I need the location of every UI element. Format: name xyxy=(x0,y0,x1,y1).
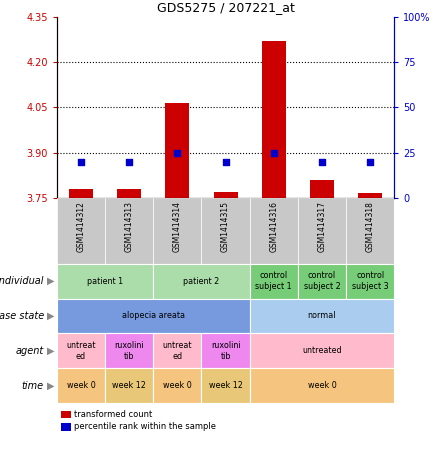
Text: ▶: ▶ xyxy=(46,346,54,356)
Text: ▶: ▶ xyxy=(46,311,54,321)
Text: ▶: ▶ xyxy=(46,276,54,286)
Point xyxy=(174,149,181,156)
Text: week 0: week 0 xyxy=(307,381,336,390)
Bar xyxy=(57,198,105,264)
Bar xyxy=(298,198,346,264)
Text: time: time xyxy=(21,381,44,391)
Text: normal: normal xyxy=(307,312,336,320)
Text: ruxolini
tib: ruxolini tib xyxy=(114,341,144,361)
Point xyxy=(126,158,133,165)
Bar xyxy=(153,198,201,264)
Text: control
subject 1: control subject 1 xyxy=(255,271,292,291)
Bar xyxy=(358,193,382,198)
Text: week 12: week 12 xyxy=(112,381,146,390)
Text: week 0: week 0 xyxy=(163,381,192,390)
Text: individual: individual xyxy=(0,276,44,286)
Point xyxy=(222,158,229,165)
Text: untreated: untreated xyxy=(302,347,342,355)
Text: disease state: disease state xyxy=(0,311,44,321)
Text: agent: agent xyxy=(16,346,44,356)
Point xyxy=(318,158,325,165)
Text: week 12: week 12 xyxy=(208,381,243,390)
Bar xyxy=(201,198,250,264)
Point xyxy=(78,158,85,165)
Bar xyxy=(346,198,394,264)
Text: patient 2: patient 2 xyxy=(184,277,219,285)
Text: week 0: week 0 xyxy=(67,381,95,390)
Point xyxy=(270,149,277,156)
Bar xyxy=(310,180,334,198)
Bar xyxy=(250,198,298,264)
Text: GSM1414314: GSM1414314 xyxy=(173,201,182,252)
Text: GSM1414315: GSM1414315 xyxy=(221,201,230,252)
Text: GSM1414316: GSM1414316 xyxy=(269,201,278,252)
Bar xyxy=(105,198,153,264)
Text: control
subject 3: control subject 3 xyxy=(352,271,389,291)
Text: untreat
ed: untreat ed xyxy=(66,341,96,361)
Bar xyxy=(69,189,93,198)
Bar xyxy=(165,103,189,198)
Point xyxy=(367,158,374,165)
Text: ruxolini
tib: ruxolini tib xyxy=(211,341,240,361)
Bar xyxy=(261,41,286,198)
Text: GSM1414312: GSM1414312 xyxy=(77,201,85,252)
Text: percentile rank within the sample: percentile rank within the sample xyxy=(74,423,216,431)
Text: control
subject 2: control subject 2 xyxy=(304,271,340,291)
Text: untreat
ed: untreat ed xyxy=(162,341,192,361)
Text: GSM1414318: GSM1414318 xyxy=(366,201,374,252)
Title: GDS5275 / 207221_at: GDS5275 / 207221_at xyxy=(157,1,294,14)
Text: ▶: ▶ xyxy=(46,381,54,391)
Text: transformed count: transformed count xyxy=(74,410,153,419)
Bar xyxy=(117,189,141,198)
Text: GSM1414313: GSM1414313 xyxy=(125,201,134,252)
Text: GSM1414317: GSM1414317 xyxy=(318,201,326,252)
Bar xyxy=(213,192,237,198)
Text: patient 1: patient 1 xyxy=(87,277,123,285)
Text: alopecia areata: alopecia areata xyxy=(122,312,185,320)
